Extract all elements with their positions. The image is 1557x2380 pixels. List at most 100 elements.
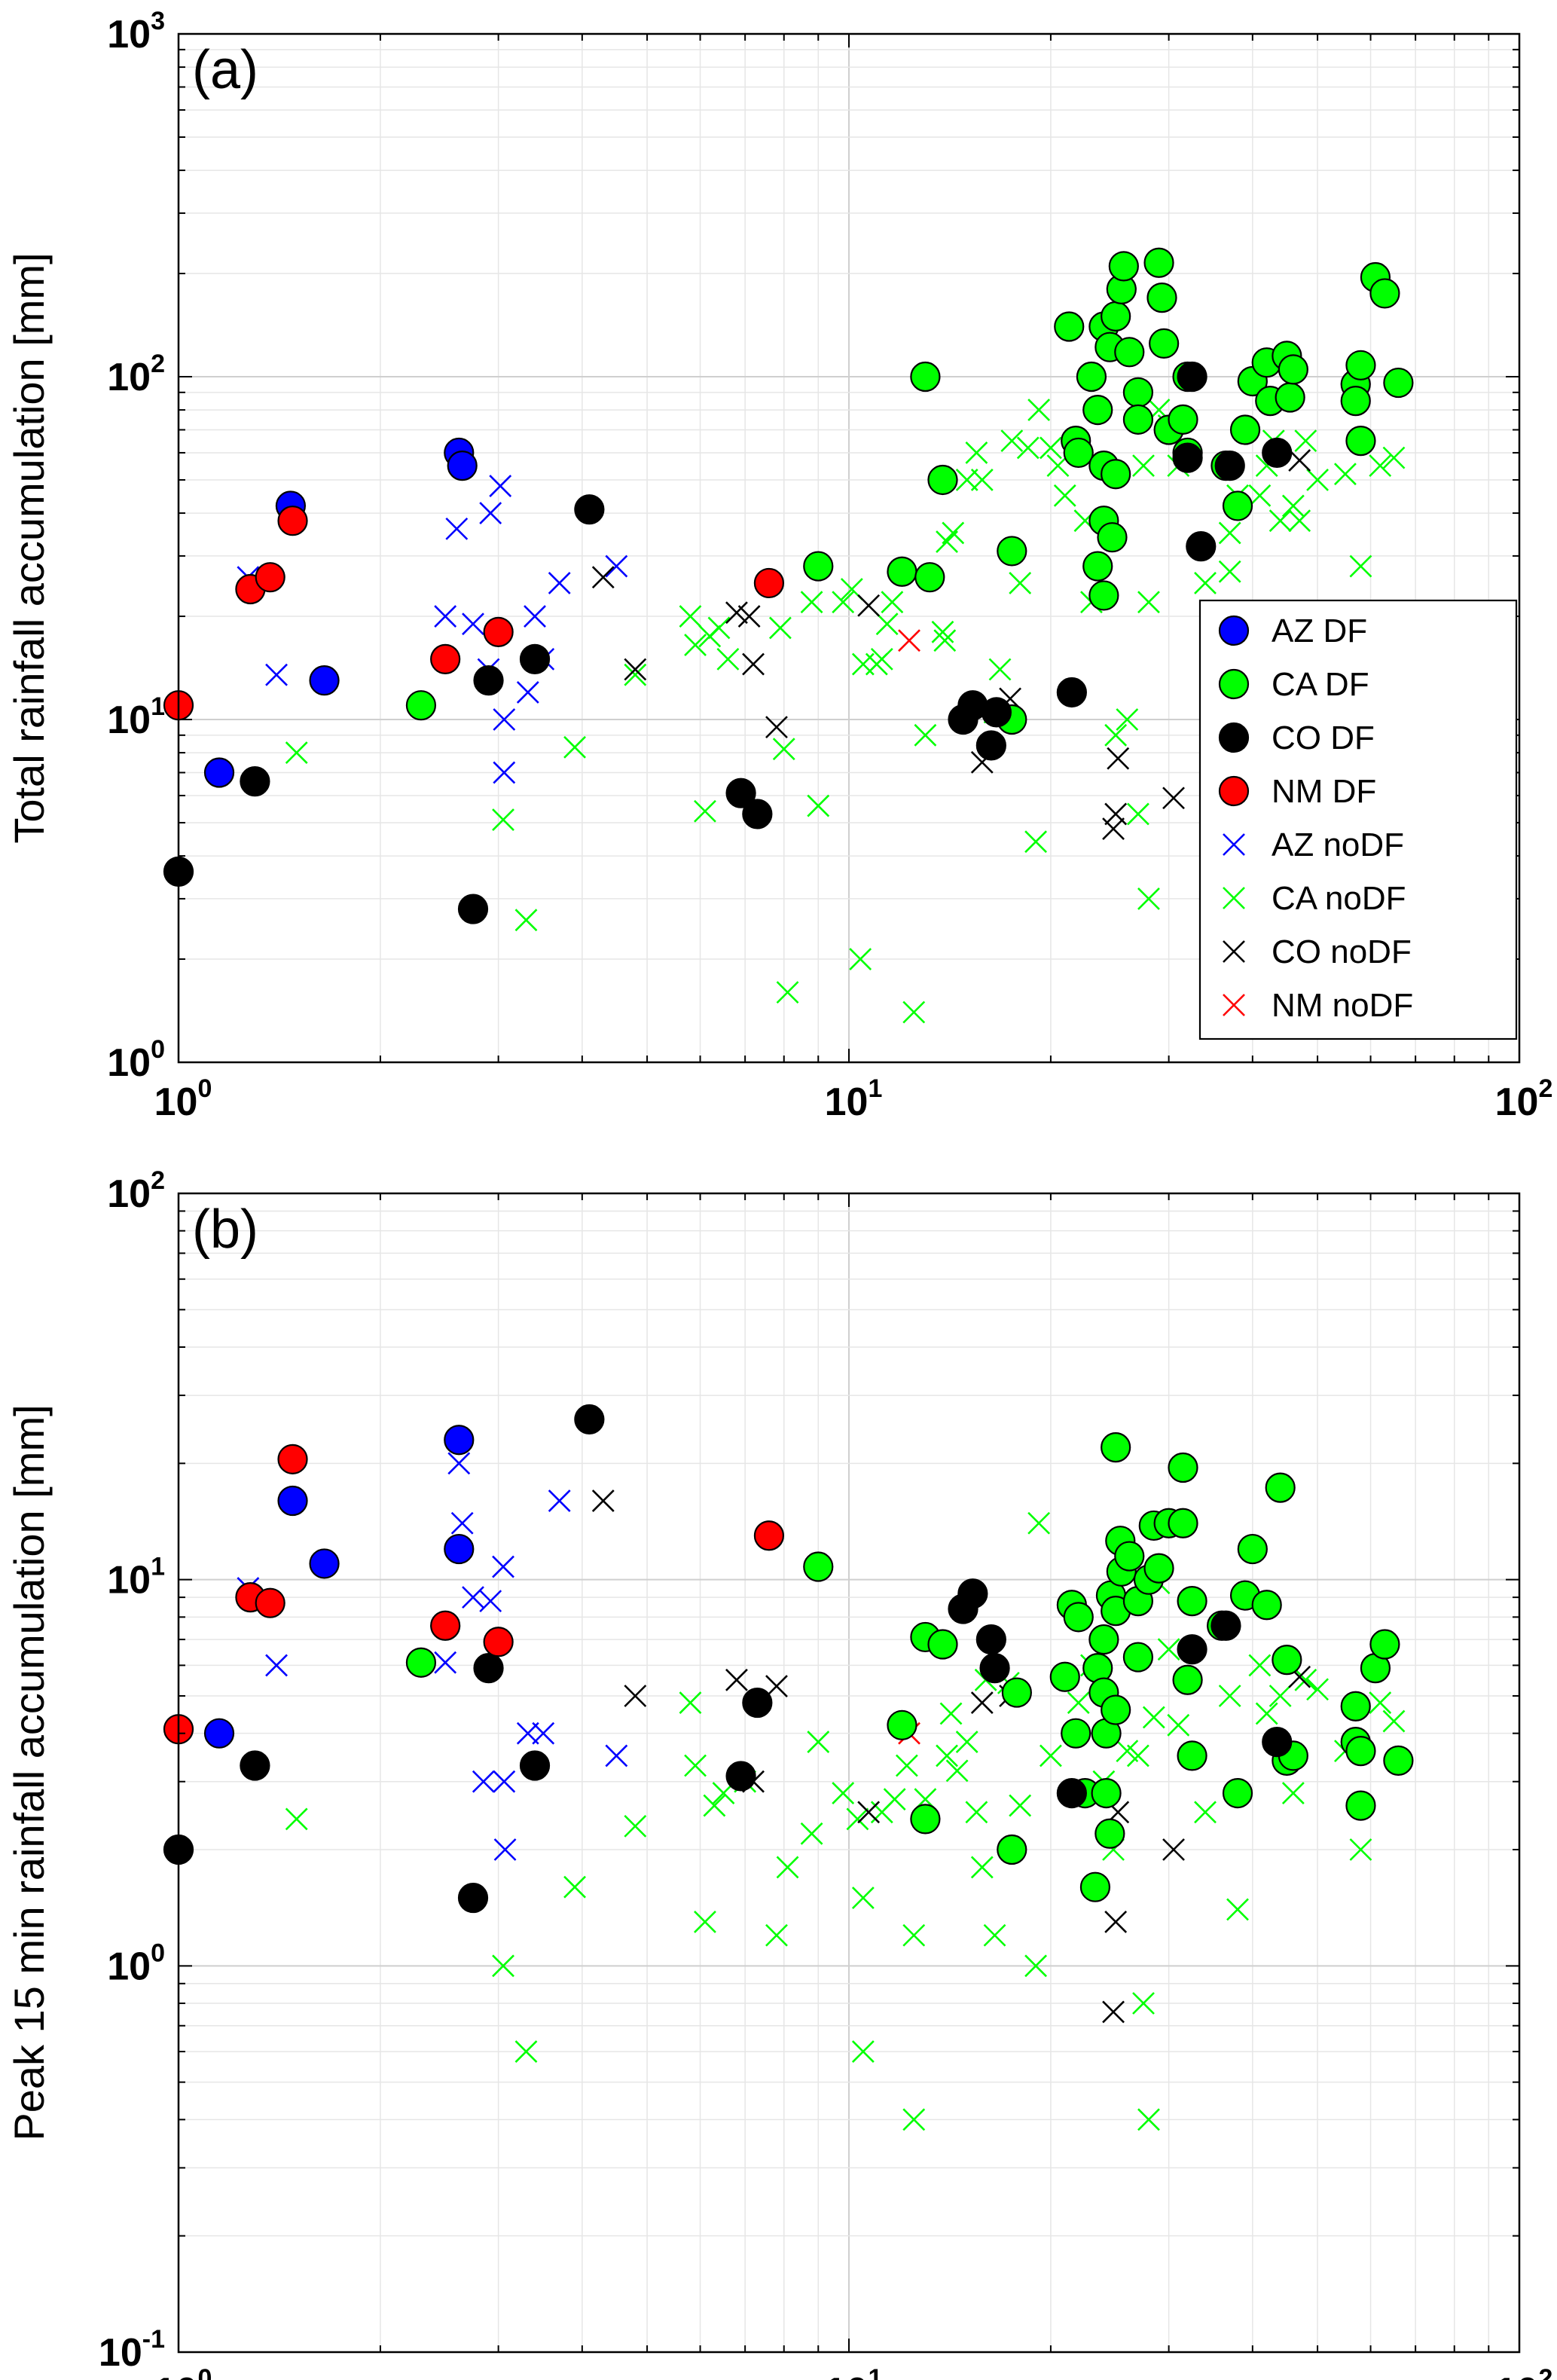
data-point <box>430 1610 461 1641</box>
data-point <box>1369 278 1400 309</box>
legend-label: CO noDF <box>1272 933 1412 970</box>
legend-marker <box>1223 994 1245 1016</box>
data-point <box>1382 1709 1406 1733</box>
data-point <box>524 605 546 628</box>
data-point <box>1082 394 1113 426</box>
data-point <box>981 697 1012 728</box>
y-tick-label: 10-1 <box>99 2325 165 2375</box>
data-point <box>1126 1744 1149 1767</box>
data-point <box>1107 747 1130 770</box>
data-point <box>1162 787 1185 810</box>
data-point <box>1009 572 1032 594</box>
legend-box <box>1198 599 1518 1040</box>
data-point <box>591 566 615 589</box>
data-point <box>694 1911 716 1933</box>
x-tick-exponent: 2 <box>1538 2364 1552 2380</box>
data-point <box>405 690 437 721</box>
data-point <box>883 1788 906 1811</box>
data-point <box>679 605 702 628</box>
y-tick-exponent: -1 <box>142 2325 165 2354</box>
panel-label: (a) <box>192 40 258 100</box>
x-tick-exponent: 1 <box>868 1074 882 1103</box>
data-point <box>1061 1718 1091 1749</box>
data-point <box>1024 830 1048 854</box>
data-point <box>519 1750 551 1781</box>
data-point <box>945 1759 969 1783</box>
data-point <box>742 799 773 829</box>
legend-label: AZ DF <box>1272 613 1367 649</box>
data-point <box>444 1425 475 1456</box>
data-point <box>1251 1590 1282 1621</box>
data-point <box>1306 1678 1329 1701</box>
x-tick-label: 102 <box>1495 2364 1553 2380</box>
data-point <box>1001 1677 1032 1708</box>
data-point <box>887 556 917 587</box>
data-point <box>857 594 881 617</box>
data-point <box>965 441 988 464</box>
data-point <box>1177 1586 1207 1617</box>
data-point <box>725 1761 756 1792</box>
data-point <box>1009 1794 1032 1817</box>
data-point <box>1101 1694 1131 1725</box>
y-tick-label: 100 <box>107 1939 165 1988</box>
data-point <box>753 1520 785 1551</box>
data-point <box>902 2108 926 2131</box>
data-point <box>532 1722 555 1745</box>
data-point <box>430 643 461 674</box>
data-point <box>1137 591 1160 614</box>
data-point <box>939 1702 963 1725</box>
data-point <box>574 1404 605 1435</box>
data-point <box>1168 1508 1198 1538</box>
data-point <box>1262 1726 1293 1758</box>
data-point <box>1340 1691 1371 1722</box>
data-point <box>846 1807 869 1831</box>
y-tick-base: 10 <box>107 356 151 399</box>
data-point <box>807 1731 830 1754</box>
data-point <box>514 909 538 932</box>
data-point <box>1122 404 1154 435</box>
data-point <box>851 1887 875 1909</box>
data-point <box>240 1750 270 1781</box>
data-point <box>849 948 872 970</box>
x-tick-label: 101 <box>825 1074 883 1124</box>
data-point <box>1063 437 1094 469</box>
data-point <box>493 708 516 731</box>
data-point <box>473 665 504 696</box>
series-ca-df <box>405 1432 1414 1902</box>
data-point <box>457 894 489 924</box>
legend-marker <box>1218 722 1250 753</box>
y-axis-label: Total rainfall accumulation [mm] <box>5 252 53 843</box>
data-point <box>975 1624 1006 1655</box>
data-point <box>1172 1664 1203 1695</box>
data-point <box>1177 1740 1207 1771</box>
data-point <box>1294 1668 1317 1691</box>
data-point <box>1210 1610 1241 1641</box>
data-point <box>1268 1685 1292 1707</box>
data-point <box>1272 1645 1302 1676</box>
data-point <box>1143 1553 1174 1584</box>
data-point <box>434 1651 457 1674</box>
data-point <box>1214 451 1245 481</box>
data-point <box>832 591 855 614</box>
data-point <box>1345 1736 1376 1767</box>
data-point <box>489 475 512 497</box>
data-point <box>1104 802 1128 826</box>
data-point <box>1255 1702 1278 1725</box>
data-point <box>548 1489 571 1512</box>
data-point <box>910 361 941 393</box>
data-point <box>1345 1790 1376 1821</box>
data-point <box>473 1653 504 1684</box>
data-point <box>803 551 834 582</box>
data-point <box>983 1923 1006 1947</box>
data-point <box>703 1794 726 1817</box>
data-point <box>1218 560 1241 583</box>
y-tick-exponent: 2 <box>151 350 165 378</box>
data-point <box>1000 429 1024 453</box>
data-point <box>516 681 539 704</box>
data-point <box>933 629 957 652</box>
data-point <box>1146 283 1177 313</box>
data-point <box>927 464 958 496</box>
data-point <box>1177 361 1207 393</box>
